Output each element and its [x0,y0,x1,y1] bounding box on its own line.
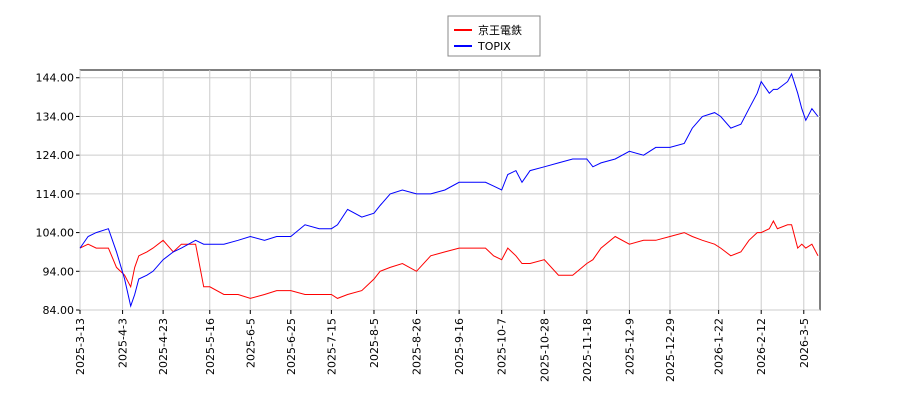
series-line [79,72,819,308]
legend-label: 京王電鉄 [478,23,522,37]
y-tick-label: 134.00 [36,110,75,123]
legend-box [447,15,541,57]
y-tick-label: 84.00 [43,304,75,317]
x-tick-label: 2026-3-5 [798,318,811,368]
y-tick-label: 104.00 [36,227,75,240]
x-tick-label: 2025-6-5 [244,318,257,368]
y-tick-label: 144.00 [36,72,75,85]
x-tick-label: 2025-9-16 [453,318,466,375]
y-tick-label: 114.00 [36,188,75,201]
series-line [79,219,819,299]
x-tick-label: 2025-11-18 [581,318,594,382]
x-tick-label: 2025-3-13 [74,318,87,375]
x-tick-label: 2026-2-12 [755,318,768,375]
x-tick-label: 2025-8-5 [368,318,381,368]
x-tick-label: 2025-8-26 [411,318,424,375]
x-tick-label: 2025-12-29 [664,318,677,382]
x-tick-label: 2025-4-23 [157,318,170,375]
plot-area [79,69,821,311]
x-tick-label: 2025-10-28 [538,318,551,382]
x-tick-label: 2025-12-9 [623,318,636,375]
y-tick-label: 94.00 [43,265,75,278]
x-tick-label: 2025-7-15 [325,318,338,375]
x-tick-label: 2025-4-3 [117,318,130,368]
legend-label: TOPIX [477,40,511,53]
x-tick-label: 2025-5-16 [204,318,217,375]
x-tick-label: 2026-1-22 [713,318,726,375]
x-tick-label: 2025-6-25 [285,318,298,375]
x-tick-label: 2025-10-7 [496,318,509,375]
y-tick-label: 124.00 [36,149,75,162]
